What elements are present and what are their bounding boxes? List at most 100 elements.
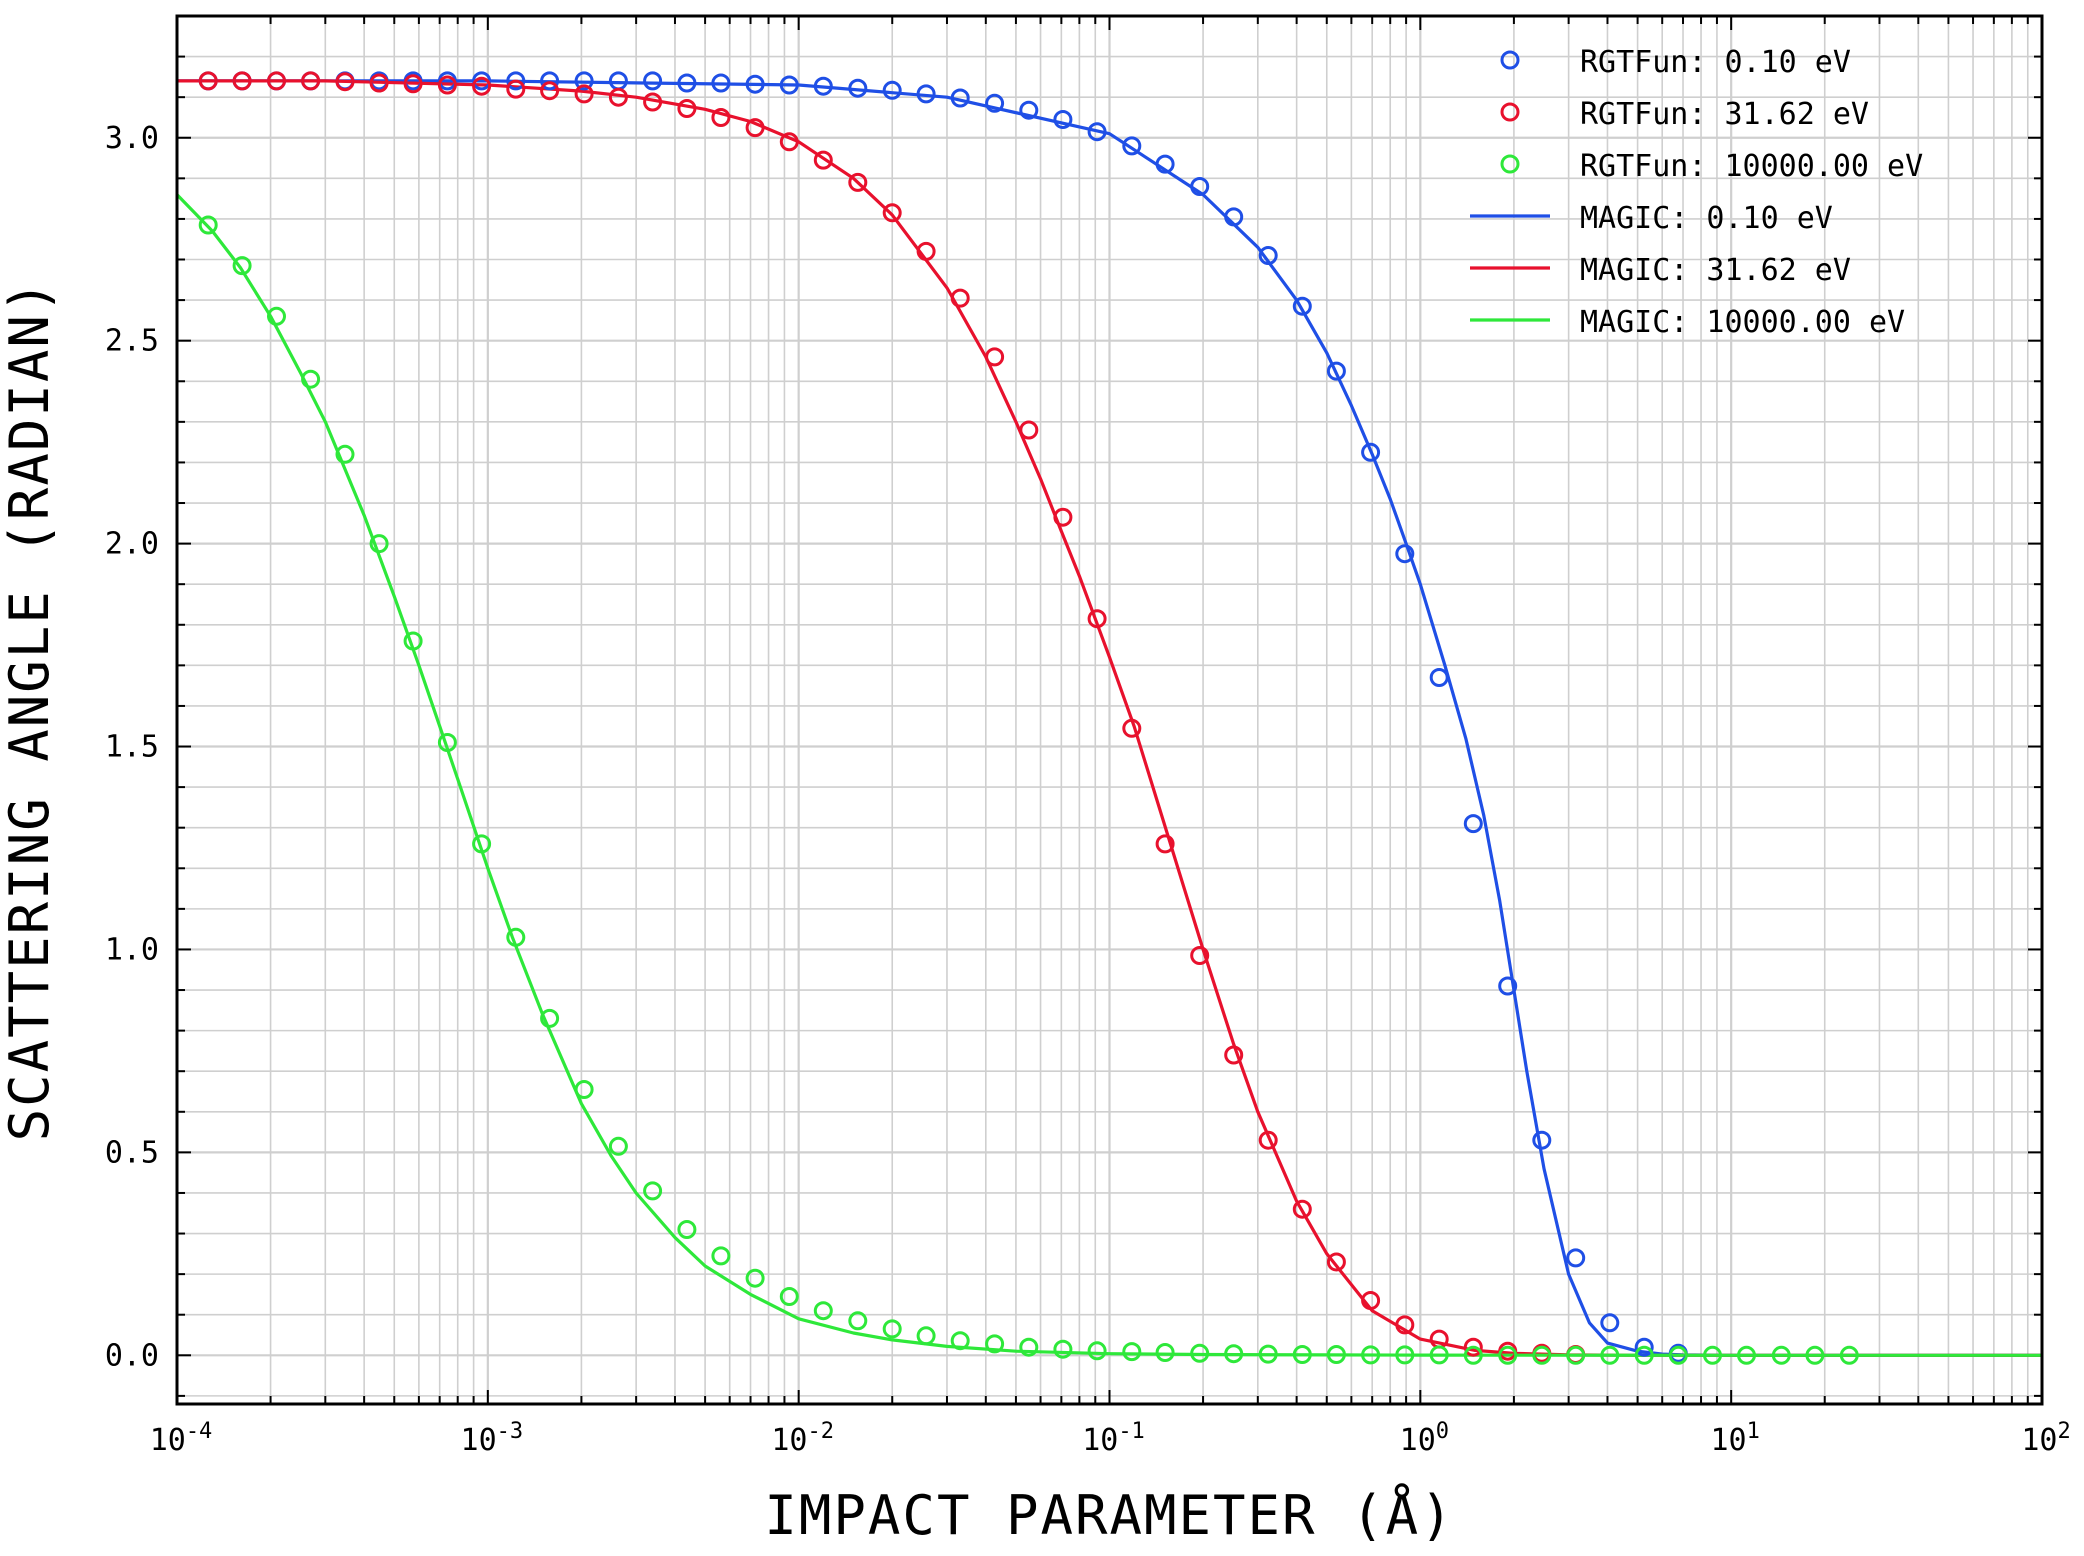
data-point — [1429, 1345, 1449, 1365]
data-point — [1122, 136, 1142, 156]
data-point — [1566, 1345, 1586, 1365]
legend: RGTFun: 0.10 eV RGTFun: 31.62 eV RGTFun: 1… — [1470, 45, 1923, 340]
data-point — [1258, 1344, 1278, 1364]
data-point — [1498, 976, 1518, 996]
data-point — [643, 1181, 663, 1201]
data-point — [1019, 1337, 1039, 1357]
data-point — [950, 88, 970, 108]
data-point — [1532, 1130, 1552, 1150]
x-tick-label: 10-2 — [771, 1419, 834, 1458]
data-point — [745, 1268, 765, 1288]
data-point — [506, 79, 526, 99]
x-tick-label-base: 10 — [150, 1423, 186, 1458]
data-point — [1122, 718, 1142, 738]
data-point — [335, 444, 355, 464]
y-tick-label: 0.5 — [105, 1135, 159, 1170]
data-point — [1087, 122, 1107, 142]
data-point — [745, 118, 765, 138]
data-point — [1429, 668, 1449, 687]
x-tick-label-exponent: -1 — [1118, 1419, 1145, 1444]
data-point — [1155, 834, 1175, 854]
data-point — [1634, 1345, 1654, 1365]
data-point — [1190, 946, 1210, 965]
data-point — [1224, 207, 1244, 227]
data-point — [608, 87, 628, 107]
data-point — [813, 76, 833, 96]
series-line — [175, 193, 2042, 1357]
data-point — [882, 80, 902, 100]
data-point — [1361, 1345, 1381, 1365]
data-point — [1361, 1291, 1381, 1310]
x-tick-label-exponent: -3 — [497, 1419, 524, 1444]
x-tick-label: 101 — [1710, 1419, 1759, 1458]
legend-label: MAGIC: 31.62 eV — [1580, 253, 1851, 288]
data-point — [779, 1287, 799, 1306]
data-point — [198, 71, 218, 91]
data-point — [1053, 507, 1073, 527]
data-point — [1053, 1339, 1073, 1359]
data-point — [916, 1326, 936, 1346]
grid — [175, 16, 2042, 1404]
x-tick-label: 10-3 — [461, 1419, 524, 1458]
data-point — [506, 927, 526, 947]
data-point — [540, 81, 560, 101]
data-point — [1463, 1337, 1483, 1357]
data-point — [1258, 246, 1278, 265]
data-point — [506, 71, 526, 91]
data-point — [472, 834, 492, 854]
data-point — [950, 1331, 970, 1351]
x-tick-label-base: 10 — [1710, 1423, 1746, 1458]
data-point — [437, 75, 457, 95]
data-point — [1224, 1045, 1244, 1065]
data-point — [608, 1136, 628, 1156]
x-tick-label-base: 10 — [771, 1423, 807, 1458]
data-point — [711, 73, 731, 93]
legend-label: RGTFun: 10000.00 eV — [1580, 149, 1923, 184]
x-tick-labels: 10-4 10-3 10-2 10-1 100 101 102 — [150, 1419, 2071, 1458]
data-point — [1292, 1199, 1312, 1219]
data-point — [1532, 1345, 1552, 1365]
data-point — [1600, 1345, 1620, 1365]
x-tick-label-exponent: -2 — [807, 1419, 834, 1444]
data-point — [1155, 1343, 1175, 1362]
data-point — [677, 73, 697, 93]
data-point — [813, 150, 833, 170]
data-point — [1019, 100, 1039, 120]
x-tick-label-base: 10 — [461, 1423, 497, 1458]
legend-label: RGTFun: 31.62 eV — [1580, 97, 1869, 132]
legend-marker — [1500, 154, 1520, 174]
x-tick-label-exponent: 2 — [2057, 1419, 2070, 1444]
data-point — [1771, 1345, 1791, 1365]
data-point — [335, 72, 355, 92]
data-point — [1737, 1345, 1756, 1365]
data-point — [1292, 296, 1312, 316]
x-tick-label-base: 10 — [1082, 1423, 1118, 1458]
data-point — [1668, 1345, 1688, 1365]
y-tick-label: 1.5 — [105, 730, 159, 765]
data-point — [1326, 1345, 1346, 1364]
legend-label: RGTFun: 0.10 eV — [1580, 45, 1851, 80]
data-point — [985, 1334, 1005, 1354]
data-point — [813, 1301, 833, 1321]
data-point — [1395, 544, 1415, 564]
data-point — [267, 306, 286, 326]
data-point — [574, 71, 594, 91]
data-point — [574, 1080, 594, 1099]
data-point — [1292, 1345, 1312, 1364]
data-point — [301, 369, 321, 389]
data-point — [198, 215, 218, 235]
data-point — [1087, 1341, 1107, 1361]
series-line — [177, 79, 2042, 1357]
x-tick-label: 10-1 — [1082, 1419, 1145, 1458]
data-point — [574, 84, 594, 104]
data-point — [1087, 609, 1107, 629]
x-tick-label-exponent: 0 — [1436, 1419, 1449, 1444]
data-point — [882, 203, 902, 223]
data-point — [1019, 420, 1039, 440]
y-tick-labels: 0.0 0.5 1.0 1.5 2.0 2.5 3.0 — [105, 121, 159, 1374]
data-point — [1326, 361, 1346, 381]
data-point — [301, 71, 321, 91]
data-point — [1498, 1345, 1518, 1365]
data-point — [1326, 1252, 1346, 1272]
